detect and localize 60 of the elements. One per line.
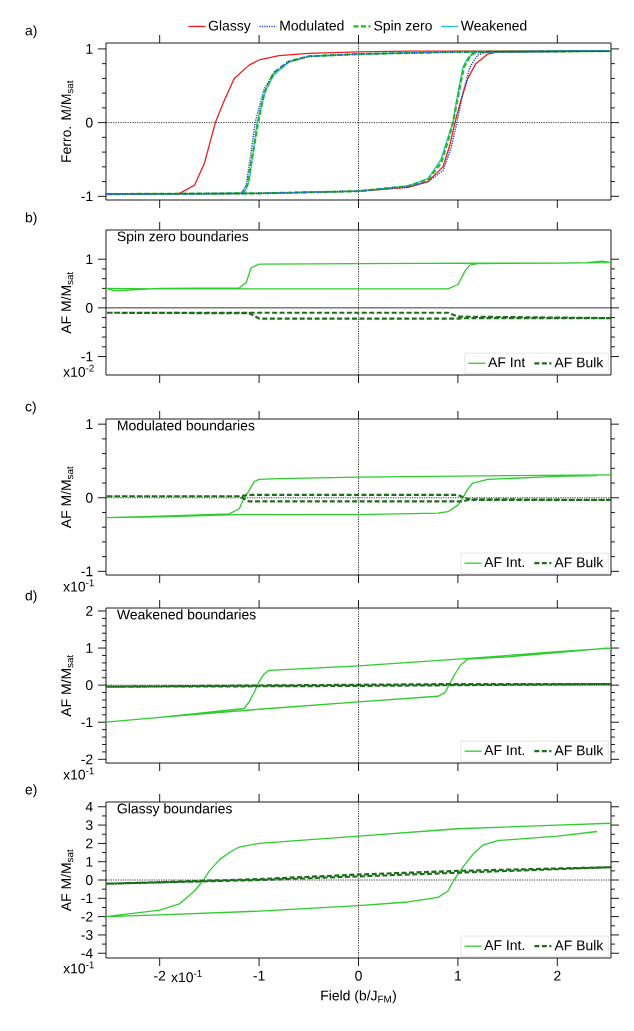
y-tick-label: -1	[81, 191, 93, 202]
y-tick-label: -2	[81, 754, 93, 765]
legend-label: AF Int.	[484, 557, 524, 568]
chart-title: Weakened boundaries	[116, 609, 256, 620]
text: d)	[25, 590, 37, 604]
y-tick-label: 2	[86, 606, 93, 616]
text: c)	[25, 401, 36, 415]
legend-label: AF Int.	[484, 940, 524, 951]
x-tick-label: 0	[355, 970, 362, 981]
y-axis-title: AF M/M$_{sat}$	[60, 849, 74, 912]
y-tick-label: 0	[85, 875, 93, 885]
text: x10$^{-2}$	[63, 364, 94, 377]
legend-label: AF Int	[488, 357, 526, 368]
legend-label: AF Bulk	[554, 557, 604, 568]
text: x10$^{-1}$	[171, 970, 202, 983]
y-tick-label: 0	[85, 492, 93, 503]
y-tick-label: 4	[85, 801, 93, 812]
x-tick-label: 2	[554, 970, 561, 981]
legend-label: AF Int.	[484, 745, 524, 756]
y-axis-title: Ferro. M/M$_{sat}$	[60, 80, 74, 162]
y-axis-title: AF M/M$_{sat}$	[60, 271, 74, 334]
y-tick-label: 1	[86, 44, 93, 54]
y-tick-label: -1	[81, 717, 93, 728]
text: x10$^{-1}$	[63, 767, 94, 780]
legend-label: AF Bulk	[554, 357, 604, 368]
legend-label: AF Bulk	[554, 940, 604, 951]
y-tick-label: 1	[86, 856, 93, 867]
y-tick-label: -3	[81, 929, 93, 940]
y-tick-label: -1	[81, 566, 93, 577]
y-tick-label: 0	[85, 680, 93, 691]
legend-label: Glassy	[208, 20, 251, 34]
x-tick-label: -2	[154, 970, 166, 981]
legend-label: AF Bulk	[554, 745, 604, 756]
legend-label: Weakened	[460, 20, 527, 31]
y-tick-label: -1	[81, 893, 93, 904]
y-tick-label: -4	[81, 948, 93, 959]
text: x10$^{-1}$	[63, 961, 94, 974]
y-tick-label: -1	[81, 351, 93, 362]
y-tick-label: 3	[85, 820, 93, 831]
text: e)	[25, 784, 37, 798]
text: a)	[25, 25, 37, 39]
y-tick-label: 0	[85, 117, 93, 128]
y-tick-label: 1	[86, 254, 93, 265]
x-tick-label: -1	[253, 970, 265, 981]
y-tick-label: 1	[86, 643, 93, 653]
text: x10$^{-1}$	[63, 579, 94, 592]
y-tick-label: -2	[81, 911, 93, 922]
y-axis-title: AF M/M$_{sat}$	[60, 466, 74, 529]
chart-title: Glassy boundaries	[117, 803, 232, 817]
legend-label: Spin zero	[374, 20, 432, 34]
x-tick-label: 1	[455, 970, 462, 981]
x-axis-title: Field (b/J$_{FM}$)	[321, 990, 396, 1004]
y-axis-title: AF M/M$_{sat}$	[60, 654, 74, 717]
y-tick-label: 0	[85, 302, 93, 313]
chart-title: Modulated boundaries	[118, 420, 255, 431]
y-tick-label: 1	[86, 419, 93, 429]
legend-label: Modulated	[280, 20, 344, 31]
chart-title: Spin zero boundaries	[117, 231, 249, 245]
text: b)	[25, 212, 37, 226]
y-tick-label: 2	[86, 838, 93, 849]
